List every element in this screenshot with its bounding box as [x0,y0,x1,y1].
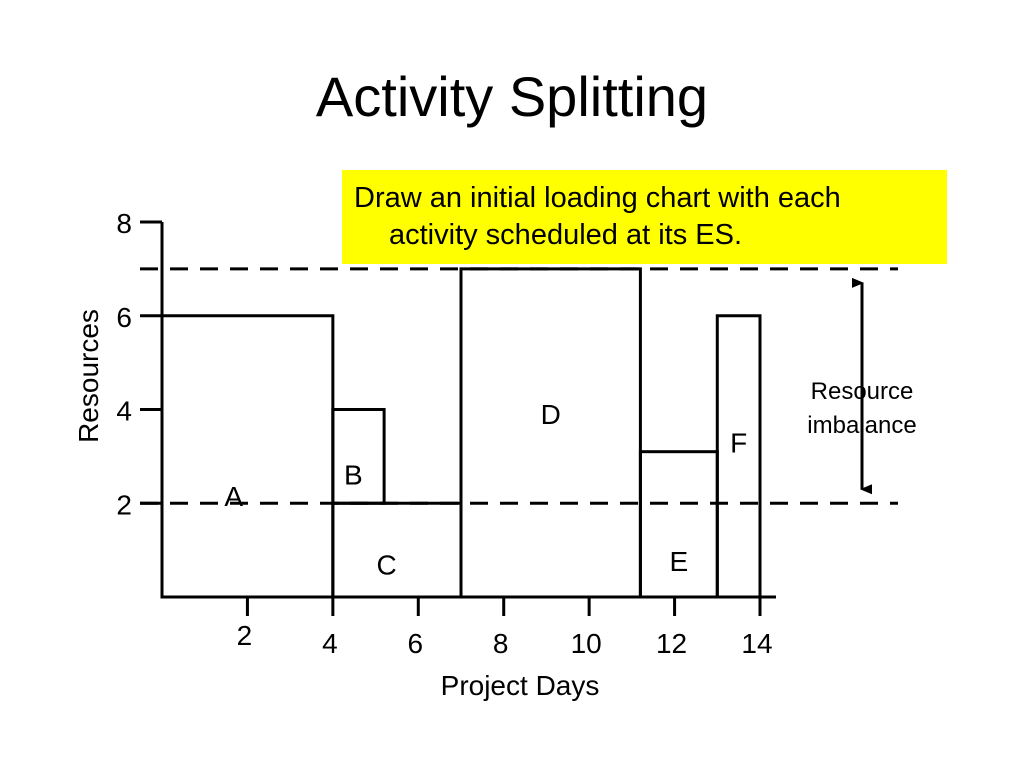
x-tick-label-4: 4 [322,628,338,659]
x-tick-label-12: 12 [656,628,687,659]
y-tick-label-4: 4 [116,396,132,427]
y-tick-label-8: 8 [116,208,132,239]
activity-label-a: A [224,481,243,512]
x-tick-label-8: 8 [493,628,509,659]
y-tick-label-6: 6 [116,302,132,333]
callout-box: Draw an initial loading chart with each … [342,170,947,264]
callout-line-2: activity scheduled at its ES. [389,219,742,251]
activity-label-d: D [541,399,561,430]
annotation-line-2: imbalance [807,412,916,439]
x-tick-label-6: 6 [407,628,423,659]
activity-bar-d [459,267,642,599]
x-axis-title: Project Days [441,670,600,701]
callout-line-1: Draw an initial loading chart with each [354,182,841,214]
slide-title: Activity Splitting [315,65,709,128]
activity-label-e: E [669,546,688,577]
activity-label-b: B [344,459,363,490]
annotation-line-1: Resource [811,378,914,405]
y-axis-title: Resources [73,309,104,443]
x-tick-label-2: 2 [237,620,253,651]
activity-label-c: C [377,549,397,580]
activity-bar-c [331,501,463,599]
activity-label-f: F [730,428,747,459]
x-tick-label-10: 10 [571,628,602,659]
activity-bar-a [160,314,335,599]
y-tick-label-2: 2 [116,489,132,520]
x-tick-label-14: 14 [741,628,772,659]
